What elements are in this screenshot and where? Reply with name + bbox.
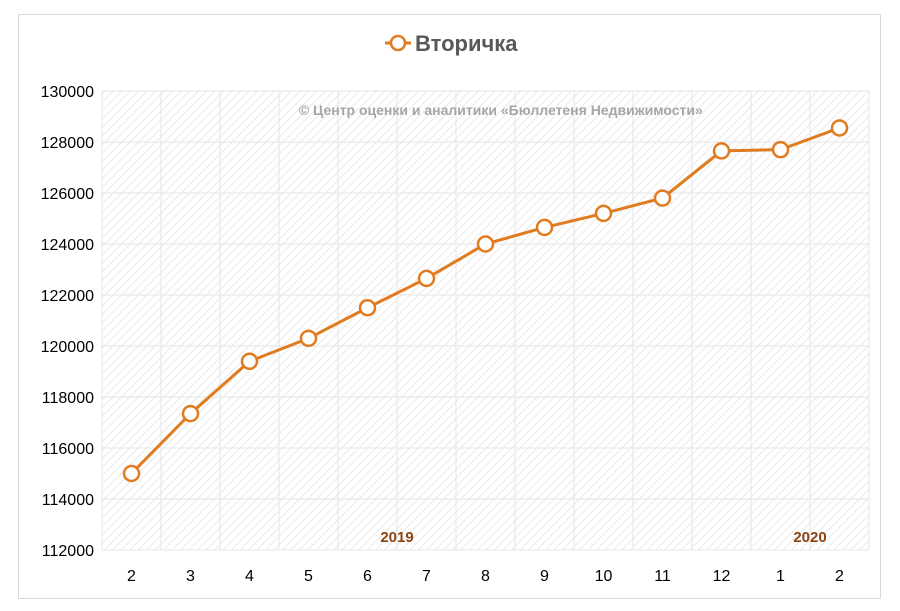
y-tick-label: 120000: [41, 339, 94, 356]
year-labels: 2019 2020: [380, 529, 826, 546]
x-tick-label: 9: [540, 568, 549, 585]
data-point: [417, 269, 436, 288]
y-tick-label: 112000: [42, 543, 94, 560]
x-tick-label: 1: [776, 568, 785, 585]
y-tick-label: 114000: [42, 492, 94, 509]
x-tick-label: 6: [363, 568, 372, 585]
year-label: 2020: [793, 529, 826, 546]
data-point: [299, 329, 318, 348]
data-point: [830, 119, 849, 137]
data-point: [240, 352, 259, 371]
x-tick-label: 4: [245, 568, 254, 585]
x-tick-label: 7: [422, 568, 431, 585]
legend: Вторичка: [385, 31, 518, 56]
x-tick-label: 10: [595, 568, 613, 585]
x-tick-label: 8: [481, 568, 490, 585]
data-point: [594, 204, 613, 223]
y-tick-label: 124000: [41, 237, 94, 254]
data-point: [358, 299, 377, 317]
x-axis: 2 3 4 5 6 7 8 9 10 11 12 1 2: [127, 568, 844, 585]
chart-frame: Вторичка © Центр оценки и аналитики «Бюл…: [18, 14, 881, 599]
y-tick-label: 122000: [41, 288, 94, 305]
y-tick-label: 118000: [42, 390, 94, 407]
x-tick-label: 5: [304, 568, 313, 585]
x-tick-label: 11: [654, 568, 671, 585]
watermark: © Центр оценки и аналитики «Бюллетеня Не…: [299, 102, 703, 118]
plot-area: [102, 91, 869, 550]
y-tick-label: 126000: [41, 186, 94, 203]
x-tick-label: 2: [835, 568, 844, 585]
data-point: [771, 140, 790, 159]
y-tick-label: 130000: [41, 84, 94, 101]
line-chart: Вторичка © Центр оценки и аналитики «Бюл…: [41, 31, 870, 585]
y-tick-label: 116000: [42, 441, 94, 458]
y-axis: 112000 114000 116000 118000 120000 122000 1240…: [41, 84, 94, 560]
data-point: [476, 235, 495, 253]
data-point: [653, 189, 672, 207]
legend-marker: [389, 34, 407, 52]
data-point: [712, 142, 731, 160]
year-label: 2019: [380, 529, 413, 546]
data-point: [122, 464, 141, 483]
gridlines: [101, 90, 870, 551]
x-tick-label: 12: [713, 568, 731, 585]
x-tick-label: 2: [127, 568, 136, 585]
data-point: [181, 404, 200, 423]
legend-label: Вторичка: [415, 31, 518, 56]
y-tick-label: 128000: [41, 135, 94, 152]
data-point: [535, 218, 554, 237]
series-layer: [122, 119, 849, 483]
x-tick-label: 3: [186, 568, 195, 585]
